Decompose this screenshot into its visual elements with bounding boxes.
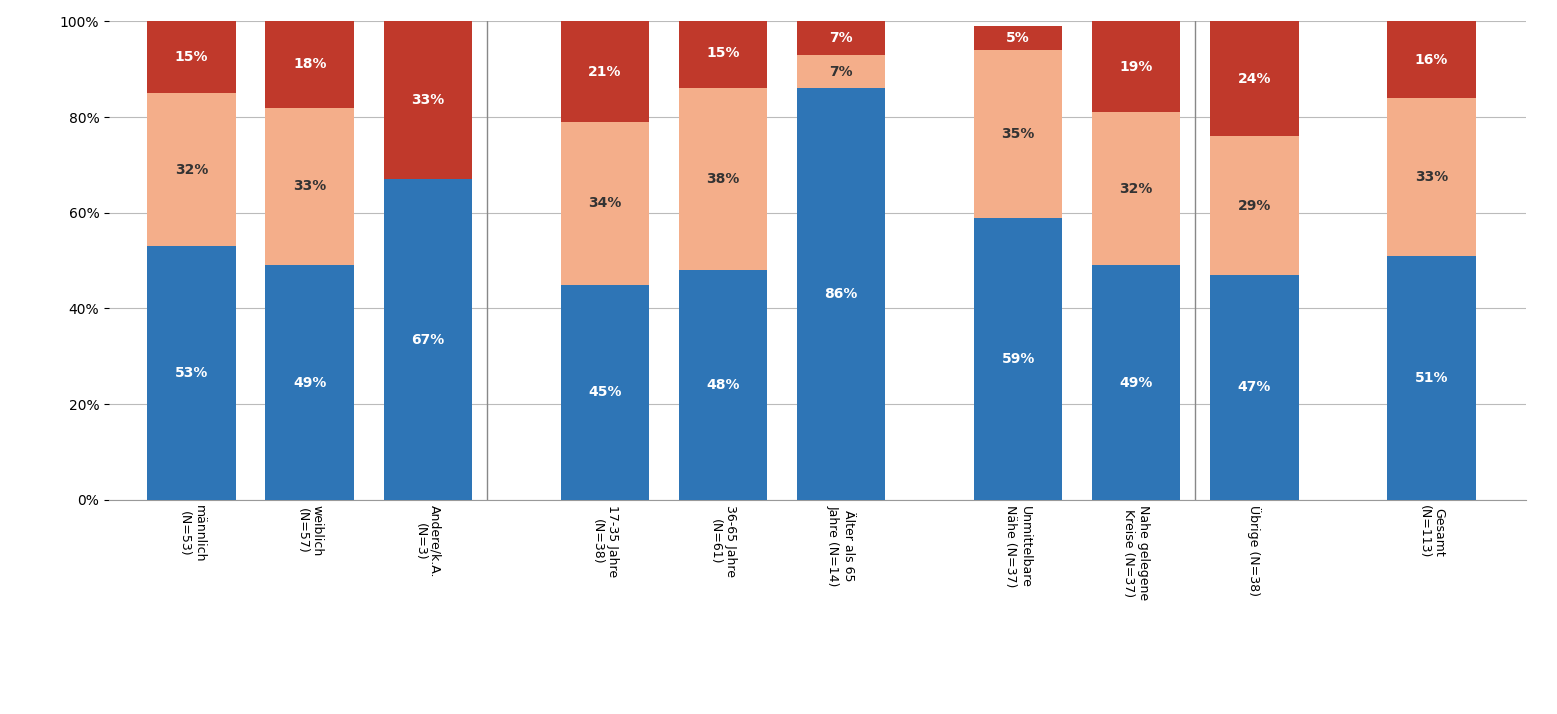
Text: 18%: 18% xyxy=(293,57,327,71)
Bar xyxy=(148,94,237,246)
Bar xyxy=(1091,112,1180,266)
Bar xyxy=(561,122,649,284)
Bar xyxy=(1210,275,1299,500)
Text: 21%: 21% xyxy=(589,65,621,79)
Bar xyxy=(148,21,237,94)
Text: 86%: 86% xyxy=(824,287,858,301)
Bar xyxy=(679,89,768,270)
Bar xyxy=(1210,21,1299,136)
Bar xyxy=(973,218,1062,500)
Text: 49%: 49% xyxy=(1119,376,1152,390)
Bar xyxy=(561,21,649,122)
Bar xyxy=(679,16,768,89)
Text: 59%: 59% xyxy=(1001,352,1035,366)
Text: 15%: 15% xyxy=(174,50,209,64)
Bar xyxy=(797,21,886,55)
Text: 32%: 32% xyxy=(174,163,209,177)
Text: 19%: 19% xyxy=(1119,60,1152,74)
Bar xyxy=(265,21,353,108)
Bar xyxy=(265,108,353,266)
Text: 53%: 53% xyxy=(174,366,209,380)
Text: 33%: 33% xyxy=(1415,170,1448,184)
Bar xyxy=(1387,98,1476,256)
Bar xyxy=(1210,136,1299,275)
Bar xyxy=(1387,256,1476,500)
Text: 45%: 45% xyxy=(589,385,621,399)
Text: 35%: 35% xyxy=(1001,127,1035,141)
Bar xyxy=(1091,266,1180,500)
Text: 15%: 15% xyxy=(707,46,740,59)
Bar xyxy=(797,55,886,89)
Text: 38%: 38% xyxy=(707,172,740,186)
Text: 16%: 16% xyxy=(1415,53,1448,66)
Text: 29%: 29% xyxy=(1238,198,1271,213)
Text: 7%: 7% xyxy=(830,31,853,45)
Text: 24%: 24% xyxy=(1238,72,1271,86)
Bar xyxy=(148,246,237,500)
Bar xyxy=(679,270,768,500)
Text: 67%: 67% xyxy=(411,333,444,346)
Bar xyxy=(1387,21,1476,98)
Text: 32%: 32% xyxy=(1119,182,1152,196)
Bar xyxy=(797,89,886,500)
Bar xyxy=(265,266,353,500)
Text: 51%: 51% xyxy=(1415,371,1448,385)
Bar xyxy=(973,50,1062,218)
Bar xyxy=(973,26,1062,50)
Bar xyxy=(1091,21,1180,112)
Text: 7%: 7% xyxy=(830,65,853,79)
Text: 33%: 33% xyxy=(293,179,327,193)
Bar xyxy=(383,179,472,500)
Text: 33%: 33% xyxy=(411,94,444,107)
Text: 48%: 48% xyxy=(707,378,740,392)
Bar xyxy=(561,284,649,500)
Text: 5%: 5% xyxy=(1006,31,1031,45)
Text: 34%: 34% xyxy=(589,196,621,210)
Text: 49%: 49% xyxy=(293,376,327,390)
Bar xyxy=(383,21,472,179)
Text: 47%: 47% xyxy=(1238,381,1271,394)
